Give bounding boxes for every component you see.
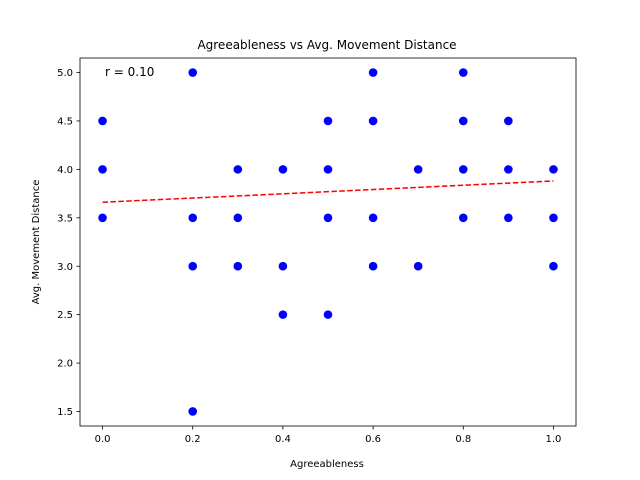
data-point (188, 213, 198, 223)
data-point (458, 165, 468, 174)
data-point (549, 213, 558, 223)
data-point (504, 116, 513, 126)
y-tick-label: 4.5 (57, 117, 73, 128)
chart-title: Agreeableness vs Avg. Movement Distance (197, 38, 456, 52)
data-point (233, 261, 243, 271)
y-tick-label: 3.5 (57, 213, 73, 224)
data-point (413, 261, 423, 271)
data-point (368, 116, 378, 126)
y-axis-label: Avg. Movement Distance (31, 180, 42, 305)
data-point (458, 213, 468, 223)
data-point (98, 213, 107, 223)
data-point (98, 116, 107, 126)
data-point (549, 165, 558, 174)
x-tick-label: 0.6 (365, 434, 381, 445)
data-point (233, 165, 243, 174)
data-point (549, 261, 558, 271)
data-point (188, 407, 198, 416)
trend-line (102, 180, 554, 204)
data-point (413, 165, 423, 174)
y-tick-label: 4.0 (57, 165, 73, 176)
data-point (458, 68, 468, 77)
data-point (368, 261, 378, 271)
y-tick-label: 3.0 (57, 262, 73, 273)
x-tick-label: 0.2 (185, 434, 201, 445)
data-point (98, 165, 107, 174)
data-point (188, 261, 198, 271)
x-tick-label: 1.0 (546, 434, 562, 445)
plot-area: 0.0 0.2 0.4 0.6 0.8 1.0 1.5 2.0 2.5 3.0 3.5 4.0 4.5 5… (57, 57, 577, 445)
data-point (278, 310, 288, 319)
plot-frame (79, 57, 577, 427)
correlation-annotation: r = 0.10 (105, 65, 154, 79)
data-point (323, 213, 333, 223)
data-point (368, 68, 378, 77)
y-tick-label: 2.5 (57, 310, 73, 321)
data-point (233, 213, 243, 223)
data-point (504, 165, 513, 174)
x-axis-label: Agreeableness (290, 459, 364, 470)
data-point (368, 213, 378, 223)
y-tick-label: 5.0 (57, 68, 73, 79)
data-point (504, 213, 513, 223)
x-tick-label: 0.0 (95, 434, 111, 445)
x-tick-label: 0.4 (275, 434, 291, 445)
data-point (278, 165, 288, 174)
data-point (188, 68, 198, 77)
data-point (323, 116, 333, 126)
x-tick-label: 0.8 (455, 434, 471, 445)
data-point (278, 261, 288, 271)
y-tick-label: 2.0 (57, 359, 73, 370)
data-point (458, 116, 468, 126)
data-point (323, 310, 333, 319)
data-point (323, 165, 333, 174)
y-tick-label: 1.5 (57, 407, 73, 418)
